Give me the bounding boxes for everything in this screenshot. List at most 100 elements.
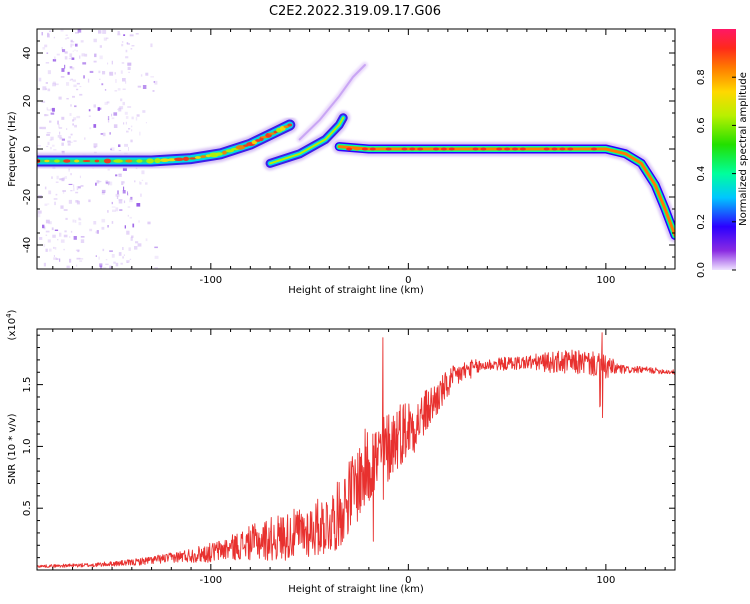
colorbar-gradient xyxy=(712,29,736,270)
noise-speck xyxy=(88,115,91,117)
noise-speck xyxy=(47,70,51,75)
noise-speck xyxy=(69,236,71,238)
noise-speck xyxy=(127,106,132,108)
noise-speck xyxy=(71,67,75,70)
noise-speck xyxy=(64,51,68,54)
noise-speck xyxy=(53,149,57,151)
flat-trace xyxy=(332,139,675,243)
noise-speck xyxy=(50,136,54,141)
noise-speck xyxy=(42,126,46,130)
noise-speck xyxy=(107,116,110,120)
noise-speck xyxy=(121,43,124,47)
noise-speck xyxy=(123,200,126,204)
noise-speck xyxy=(112,209,116,212)
noise-speck xyxy=(93,151,97,154)
main-trace-blob xyxy=(255,139,261,142)
main-trace-blob xyxy=(183,156,189,161)
noise-speck xyxy=(123,181,125,184)
noise-speck xyxy=(54,56,56,61)
secondary-trace-layer xyxy=(269,116,345,165)
noise-speck xyxy=(60,239,65,243)
noise-speck xyxy=(130,48,133,50)
noise-speck xyxy=(136,114,140,117)
noise-speck xyxy=(49,139,53,141)
snr-x-axis-label: Height of straight line (km) xyxy=(288,584,424,595)
colorbar-tick-label: 0.6 xyxy=(696,117,707,133)
noise-speck xyxy=(58,124,60,128)
noise-speck xyxy=(43,226,46,230)
noise-speck xyxy=(127,63,131,66)
noise-speck xyxy=(54,83,59,86)
noise-speck xyxy=(123,186,125,191)
main-trace-blob xyxy=(136,159,143,163)
noise-speck xyxy=(127,191,128,196)
noise-speck xyxy=(63,248,65,251)
noise-speck xyxy=(123,254,125,256)
noise-speck xyxy=(129,198,133,203)
noise-speck xyxy=(69,66,73,69)
noise-speck xyxy=(70,104,72,107)
main-trace-blob xyxy=(268,132,277,135)
noise-speck xyxy=(47,203,50,205)
noise-speck xyxy=(140,182,142,185)
flat-trace-bead xyxy=(385,147,392,151)
noise-speck xyxy=(48,190,52,195)
noise-speck xyxy=(111,117,115,120)
main-trace-blob xyxy=(74,159,80,163)
noise-speck xyxy=(37,210,42,214)
noise-speck xyxy=(130,267,133,269)
noise-speck xyxy=(76,115,81,119)
noise-speck xyxy=(126,130,129,133)
flat-trace-bead xyxy=(559,147,566,151)
noise-speck xyxy=(115,193,120,197)
noise-speck xyxy=(141,179,144,181)
noise-speck xyxy=(131,45,135,47)
noise-speck xyxy=(110,147,115,151)
flat-trace-bead xyxy=(440,147,447,151)
noise-speck xyxy=(118,199,123,204)
noise-speck xyxy=(37,213,41,218)
flat-trace-bead xyxy=(417,147,424,151)
noise-speck xyxy=(117,88,121,91)
noise-speck xyxy=(65,217,68,220)
noise-speck xyxy=(101,218,106,223)
noise-speck xyxy=(44,114,47,117)
noise-speck xyxy=(49,30,52,32)
noise-speck xyxy=(145,122,147,124)
noise-speck xyxy=(106,101,110,104)
noise-speck xyxy=(79,86,82,88)
flat-trace-bead xyxy=(377,147,384,151)
noise-speck xyxy=(48,248,52,252)
noise-speck xyxy=(109,266,113,269)
noise-speck xyxy=(54,247,57,250)
noise-speck xyxy=(76,82,80,85)
noise-speck xyxy=(126,261,129,263)
noise-speck xyxy=(46,134,50,136)
noise-speck xyxy=(67,140,71,143)
noise-speck xyxy=(88,109,91,112)
noise-speck xyxy=(124,111,128,115)
noise-speck xyxy=(43,262,46,267)
flat-trace-layer xyxy=(332,139,675,243)
noise-speck xyxy=(118,144,121,147)
noise-speck xyxy=(58,96,62,100)
noise-speck xyxy=(47,109,51,111)
noise-speck xyxy=(73,236,77,240)
noise-speck xyxy=(79,258,84,260)
noise-speck xyxy=(55,181,59,183)
noise-speck xyxy=(98,256,100,260)
noise-speck xyxy=(122,247,124,250)
noise-speck xyxy=(61,138,65,141)
noise-speck xyxy=(101,192,105,195)
noise-speck xyxy=(89,228,93,232)
colorbar-tick-label: 0.0 xyxy=(696,262,707,278)
noise-speck xyxy=(69,79,71,81)
noise-speck xyxy=(118,150,122,152)
spectrogram-x-ticks: -100 0 100 xyxy=(52,29,666,286)
noise-speck xyxy=(142,85,147,89)
noise-speck xyxy=(102,248,105,252)
noise-speck xyxy=(61,142,64,146)
noise-speck xyxy=(72,95,75,98)
noise-speck xyxy=(109,250,113,252)
noise-speck xyxy=(153,81,155,83)
